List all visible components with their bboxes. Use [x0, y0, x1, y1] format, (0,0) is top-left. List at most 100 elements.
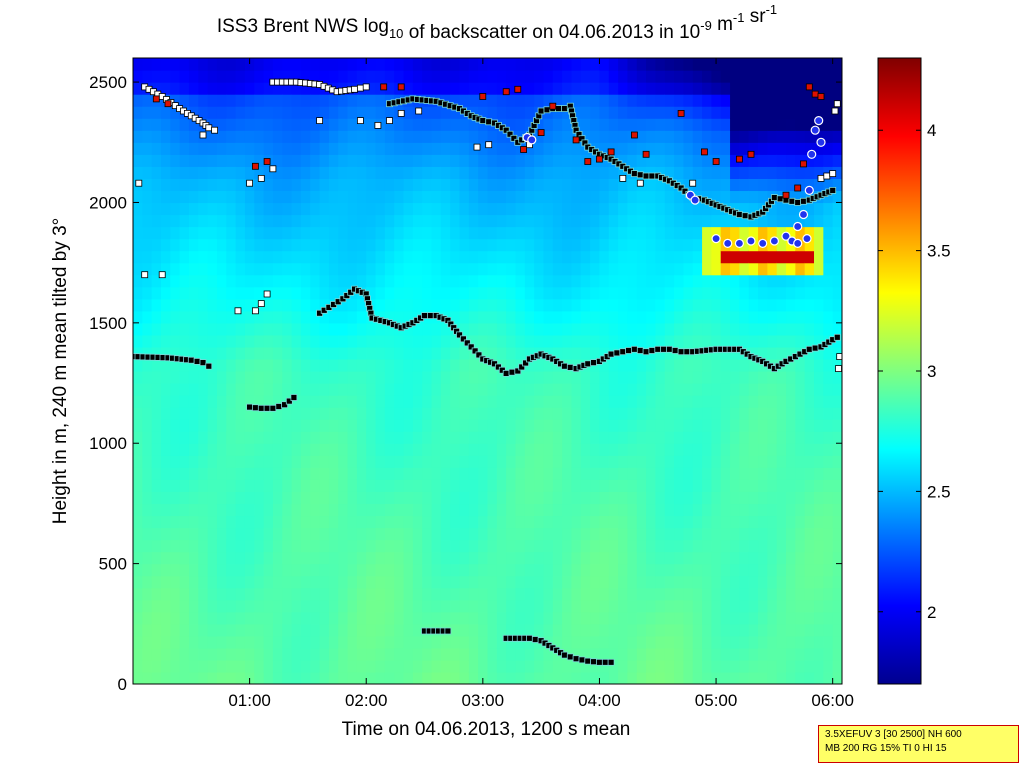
heatmap-cell — [412, 455, 423, 468]
heatmap-cell — [244, 671, 255, 684]
heatmap-cell — [739, 238, 750, 252]
heatmap-cell — [263, 623, 274, 637]
heatmap-cell — [412, 443, 423, 456]
heatmap-cell — [534, 178, 545, 192]
heatmap-cell — [590, 166, 601, 179]
heatmap-cell — [478, 587, 489, 601]
heatmap-cell — [403, 431, 414, 444]
heatmap-cell — [179, 190, 190, 204]
heatmap-cell — [711, 298, 722, 312]
heatmap-cell — [795, 551, 806, 565]
heatmap-cell — [160, 587, 171, 601]
heatmap-cell — [496, 214, 507, 228]
heatmap-cell — [515, 70, 526, 83]
heatmap-cell — [216, 491, 227, 505]
heatmap-cell — [636, 94, 647, 107]
heatmap-cell — [627, 539, 638, 553]
heatmap-cell — [758, 262, 768, 276]
heatmap-cell — [394, 575, 405, 589]
heatmap-cell — [590, 178, 601, 192]
heatmap-cell — [310, 503, 321, 517]
heatmap-cell — [319, 238, 330, 252]
heatmap-cell — [160, 407, 171, 420]
heatmap-cell — [403, 142, 414, 155]
heatmap-cell — [179, 298, 190, 312]
heatmap-cell — [702, 671, 712, 684]
heatmap-cell — [263, 647, 274, 661]
heatmap-cell — [795, 479, 806, 492]
heatmap-cell — [263, 238, 274, 252]
heatmap-cell — [198, 262, 209, 276]
red-marks-mark — [263, 158, 271, 165]
heatmap-cell — [338, 298, 349, 312]
upper-layer-mark — [636, 171, 644, 179]
heatmap-cell — [366, 647, 377, 661]
heatmap-cell — [235, 70, 246, 83]
heatmap-cell — [730, 539, 740, 553]
heatmap-cell — [347, 334, 358, 348]
heatmap-cell — [133, 202, 143, 216]
heatmap-cell — [692, 371, 703, 384]
heatmap-cell — [776, 178, 787, 192]
heatmap-cell — [692, 671, 703, 684]
heatmap-cell — [748, 178, 759, 192]
heatmap-cell — [562, 503, 573, 517]
heatmap-cell — [748, 479, 759, 492]
heatmap-cell — [338, 455, 349, 468]
heatmap-cell — [244, 58, 255, 71]
heatmap-cell — [739, 214, 750, 228]
heatmap-cell — [776, 479, 787, 492]
heatmap-cell — [142, 455, 153, 468]
heatmap-cell — [272, 491, 283, 505]
heatmap-cell — [151, 551, 162, 565]
heatmap-cell — [160, 383, 171, 396]
heatmap-cell — [403, 503, 414, 517]
heatmap-cell — [468, 274, 479, 288]
heatmap-cell — [580, 503, 591, 517]
heatmap-cell — [338, 503, 349, 517]
heatmap-cell — [767, 503, 778, 517]
heatmap-cell — [254, 563, 265, 577]
heatmap-cell — [207, 310, 218, 324]
heatmap-cell — [711, 106, 722, 119]
heatmap-cell — [571, 611, 582, 625]
heatmap-cell — [478, 443, 489, 456]
heatmap-cell — [216, 298, 227, 312]
red-marks-mark — [251, 162, 259, 170]
heatmap-cell — [450, 58, 461, 71]
heatmap-cell — [674, 154, 685, 167]
heatmap-cell — [179, 322, 190, 336]
heatmap-cell — [655, 286, 666, 300]
heatmap-cell — [440, 94, 451, 107]
heatmap-cell — [291, 623, 302, 637]
heatmap-cell — [347, 310, 358, 324]
heatmap-cell — [319, 250, 330, 264]
heatmap-cell — [133, 322, 143, 336]
heatmap-cell — [282, 118, 293, 131]
heatmap-cell — [179, 118, 190, 131]
heatmap-cell — [730, 659, 740, 673]
heatmap-cell — [216, 274, 227, 288]
heatmap-cell — [580, 130, 591, 143]
heatmap-cell — [170, 599, 181, 613]
heatmap-cell — [711, 491, 722, 505]
heatmap-cell — [384, 599, 395, 613]
heatmap-cell — [291, 358, 302, 372]
heatmap-cell — [599, 371, 610, 384]
heatmap-cell — [543, 647, 554, 661]
heatmap-cell — [310, 334, 321, 348]
heatmap-cell — [291, 118, 302, 131]
heatmap-cell — [133, 419, 143, 432]
heatmap-cell — [767, 599, 778, 613]
heatmap-cell — [534, 467, 545, 480]
heatmap-cell — [375, 659, 386, 673]
heatmap-cell — [496, 94, 507, 107]
heatmap-cell — [170, 358, 181, 372]
heatmap-cell — [608, 310, 619, 324]
heatmap-cell — [226, 551, 237, 565]
red-marks-mark — [572, 136, 580, 144]
heatmap-cell — [739, 659, 750, 673]
heatmap-cell — [254, 407, 265, 420]
heatmap-cell — [468, 118, 479, 131]
heatmap-cell — [394, 358, 405, 372]
